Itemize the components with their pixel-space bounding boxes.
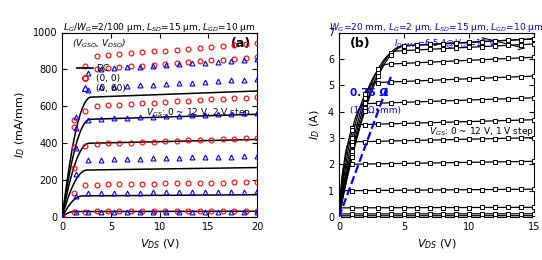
Text: (15 Ω•mm): (15 Ω•mm) — [350, 106, 401, 115]
Title: $W_G$=20 mm, $L_G$=2 μm, $L_{SD}$=15 μm, $L_{GD}$=10 μm: $W_G$=20 mm, $L_G$=2 μm, $L_{SD}$=15 μm,… — [329, 21, 542, 34]
Text: $V_{GS}$: 0 ~ 12 V, 2 V step: $V_{GS}$: 0 ~ 12 V, 2 V step — [146, 106, 251, 119]
Text: $I_{D\_MAX}$=6.5 A@$V_{GS}$=12 V: $I_{D\_MAX}$=6.5 A@$V_{GS}$=12 V — [393, 37, 496, 51]
X-axis label: $V_{DS}$ (V): $V_{DS}$ (V) — [140, 238, 179, 251]
Text: 0.75 Ω: 0.75 Ω — [350, 88, 388, 98]
Text: ($V_{GSQ}$, $V_{DSQ}$): ($V_{GSQ}$, $V_{DSQ}$) — [72, 37, 126, 50]
Text: $V_{GS}$: 0 ~ 12 V, 1 V step: $V_{GS}$: 0 ~ 12 V, 1 V step — [429, 125, 534, 138]
X-axis label: $V_{DS}$ (V): $V_{DS}$ (V) — [417, 238, 456, 251]
Text: (b): (b) — [350, 37, 370, 50]
Title: $L_G/W_G$=2/100 μm, $L_{SD}$=15 μm, $L_{GD}$=10 μm: $L_G/W_G$=2/100 μm, $L_{SD}$=15 μm, $L_{… — [63, 21, 256, 34]
Text: (a): (a) — [231, 37, 251, 50]
Y-axis label: $I_D$ (mA/mm): $I_D$ (mA/mm) — [14, 92, 28, 158]
Y-axis label: $I_D$ (A): $I_D$ (A) — [309, 109, 322, 140]
Legend: DC, (0, 0), (0, 60): DC, (0, 0), (0, 60) — [76, 64, 126, 94]
